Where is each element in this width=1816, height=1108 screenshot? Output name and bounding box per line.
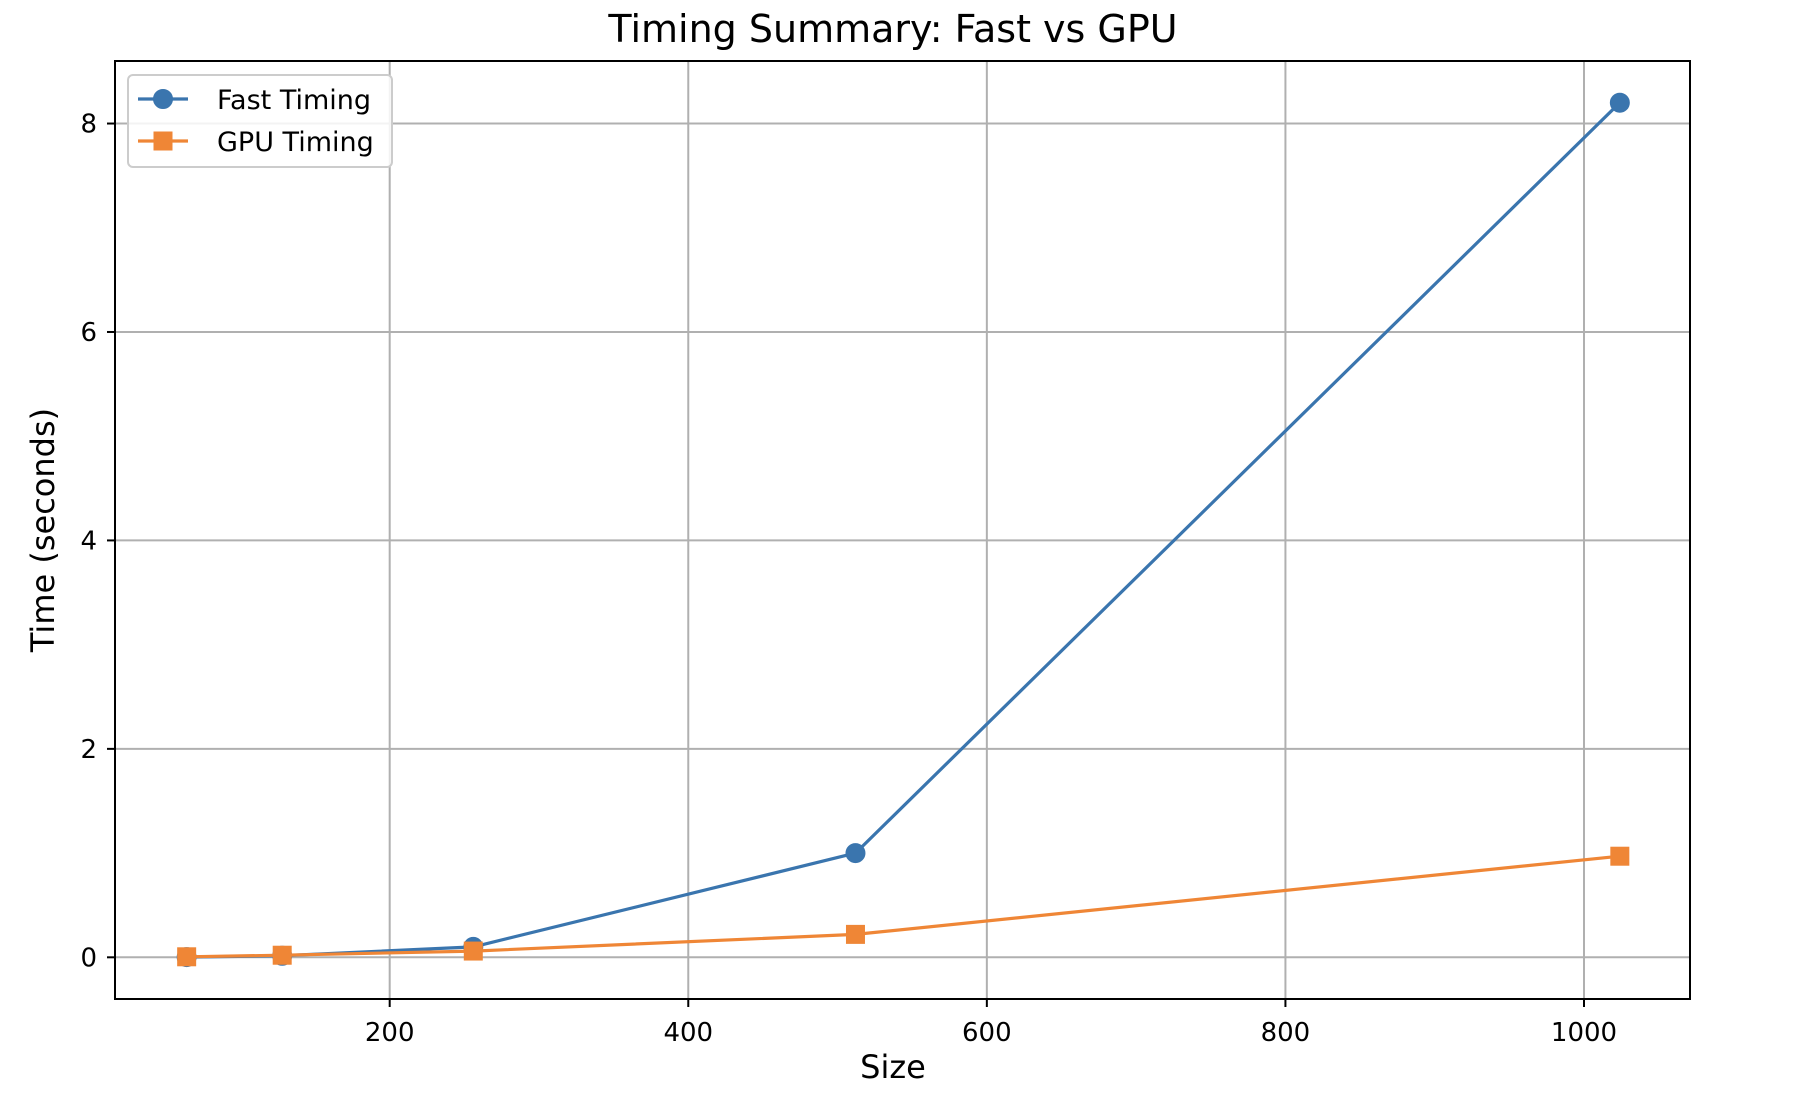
gpu-timing-point (177, 947, 197, 967)
fast-timing-point (1609, 92, 1630, 113)
x-tick-label: 200 (365, 1018, 415, 1048)
legend: Fast Timing GPU Timing (127, 74, 393, 168)
x-axis-label: Size (860, 1048, 926, 1086)
y-tick-label: 2 (80, 735, 97, 765)
gpu-timing-point (845, 924, 865, 944)
grid (115, 61, 1690, 999)
y-tick-label: 0 (80, 943, 97, 973)
legend-marker-fast-timing (153, 89, 173, 109)
gpu-timing-point (1610, 846, 1630, 866)
y-tick-label: 4 (80, 526, 97, 556)
x-tick-label: 800 (1261, 1018, 1311, 1048)
gpu-timing-series (177, 846, 1630, 967)
y-axis-label: Time (seconds) (24, 408, 62, 653)
gpu-timing-point (463, 941, 483, 961)
plot-frame (114, 60, 1691, 1000)
fast-timing-point (845, 843, 866, 864)
legend-box (127, 74, 393, 168)
plot-series (176, 92, 1630, 968)
x-tick-label: 1000 (1551, 1018, 1617, 1048)
x-tick-label: 600 (962, 1018, 1012, 1048)
chart-title: Timing Summary: Fast vs GPU (607, 7, 1177, 51)
legend-marker-gpu-timing (153, 131, 173, 151)
gpu-timing-point (272, 945, 292, 965)
legend-label-gpu-timing: GPU Timing (217, 127, 374, 158)
legend-item-fast-timing: Fast Timing (138, 85, 371, 116)
legend-item-gpu-timing: GPU Timing (138, 127, 374, 158)
legend-label-fast-timing: Fast Timing (217, 85, 371, 116)
x-tick-label: 400 (663, 1018, 713, 1048)
y-tick-label: 6 (80, 318, 97, 348)
axis-ticks: 200 400 600 800 1000 0 2 4 6 8 (80, 110, 1617, 1048)
y-tick-label: 8 (80, 110, 97, 140)
